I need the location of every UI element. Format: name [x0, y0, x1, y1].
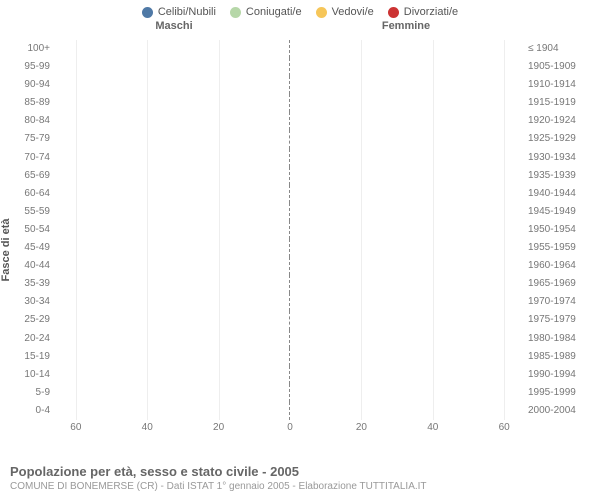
birth-label: 1920-1924 [528, 112, 596, 130]
pyramid-row [58, 366, 522, 384]
birth-label: 1955-1959 [528, 239, 596, 257]
x-axis: 60 40 20 0 20 40 60 [58, 422, 522, 436]
legend-item: Celibi/Nubili [142, 6, 216, 18]
birth-label: ≤ 1904 [528, 40, 596, 58]
legend-label: Celibi/Nubili [158, 6, 216, 18]
pyramid-row [58, 348, 522, 366]
pyramid-row [58, 311, 522, 329]
age-label: 55-59 [0, 203, 50, 221]
age-labels: 100+95-9990-9485-8980-8475-7970-7465-696… [0, 40, 54, 420]
pyramid-row [58, 58, 522, 76]
birth-label: 1965-1969 [528, 275, 596, 293]
x-tick: 60 [499, 422, 510, 433]
legend-swatch [142, 7, 153, 18]
legend-item: Coniugati/e [230, 6, 302, 18]
birth-label: 1990-1994 [528, 366, 596, 384]
age-label: 45-49 [0, 239, 50, 257]
footer-subtitle: COMUNE DI BONEMERSE (CR) - Dati ISTAT 1°… [10, 481, 590, 492]
age-label: 100+ [0, 40, 50, 58]
age-label: 60-64 [0, 185, 50, 203]
pyramid-row [58, 275, 522, 293]
age-label: 95-99 [0, 58, 50, 76]
birth-label: 1980-1984 [528, 330, 596, 348]
pyramid-row [58, 130, 522, 148]
pyramid-row [58, 149, 522, 167]
age-label: 5-9 [0, 384, 50, 402]
x-tick: 60 [70, 422, 81, 433]
legend-item: Divorziati/e [388, 6, 458, 18]
birth-label: 1935-1939 [528, 167, 596, 185]
birth-label: 1915-1919 [528, 94, 596, 112]
pyramid-row [58, 221, 522, 239]
x-tick: 20 [213, 422, 224, 433]
pyramid-row [58, 330, 522, 348]
male-header: Maschi [58, 20, 290, 32]
gender-headers: Maschi Femmine [0, 20, 600, 32]
legend-swatch [388, 7, 399, 18]
birth-label: 1950-1954 [528, 221, 596, 239]
footer: Popolazione per età, sesso e stato civil… [10, 464, 590, 492]
pyramid-row [58, 293, 522, 311]
age-label: 10-14 [0, 366, 50, 384]
pyramid-row [58, 112, 522, 130]
footer-title: Popolazione per età, sesso e stato civil… [10, 464, 590, 479]
age-label: 65-69 [0, 167, 50, 185]
pyramid-row [58, 167, 522, 185]
birth-label: 1995-1999 [528, 384, 596, 402]
age-label: 85-89 [0, 94, 50, 112]
age-label: 30-34 [0, 293, 50, 311]
pyramid-row [58, 402, 522, 420]
birth-label: 1945-1949 [528, 203, 596, 221]
female-header: Femmine [290, 20, 522, 32]
age-label: 90-94 [0, 76, 50, 94]
age-label: 20-24 [0, 330, 50, 348]
birth-label: 2000-2004 [528, 402, 596, 420]
pyramid-row [58, 94, 522, 112]
birth-year-labels: ≤ 19041905-19091910-19141915-19191920-19… [524, 40, 596, 420]
birth-label: 1960-1964 [528, 257, 596, 275]
birth-label: 1930-1934 [528, 149, 596, 167]
age-label: 50-54 [0, 221, 50, 239]
chart-body [58, 40, 522, 420]
legend-swatch [230, 7, 241, 18]
legend-label: Vedovi/e [332, 6, 374, 18]
legend-label: Divorziati/e [404, 6, 458, 18]
age-label: 40-44 [0, 257, 50, 275]
age-label: 25-29 [0, 311, 50, 329]
birth-label: 1970-1974 [528, 293, 596, 311]
x-tick: 40 [142, 422, 153, 433]
birth-label: 1905-1909 [528, 58, 596, 76]
birth-label: 1985-1989 [528, 348, 596, 366]
age-label: 80-84 [0, 112, 50, 130]
age-label: 35-39 [0, 275, 50, 293]
pyramid-row [58, 76, 522, 94]
age-label: 15-19 [0, 348, 50, 366]
pyramid-row [58, 384, 522, 402]
pyramid-row [58, 239, 522, 257]
age-label: 75-79 [0, 130, 50, 148]
age-label: 70-74 [0, 149, 50, 167]
x-tick: 40 [427, 422, 438, 433]
pyramid-row [58, 185, 522, 203]
pyramid-row [58, 40, 522, 58]
legend-item: Vedovi/e [316, 6, 374, 18]
legend: Celibi/Nubili Coniugati/e Vedovi/e Divorzia… [0, 0, 600, 20]
legend-swatch [316, 7, 327, 18]
birth-label: 1925-1929 [528, 130, 596, 148]
legend-label: Coniugati/e [246, 6, 302, 18]
population-pyramid-container: Celibi/Nubili Coniugati/e Vedovi/e Divorzia… [0, 0, 600, 500]
birth-label: 1910-1914 [528, 76, 596, 94]
birth-label: 1940-1944 [528, 185, 596, 203]
pyramid-row [58, 257, 522, 275]
pyramid-row [58, 203, 522, 221]
birth-label: 1975-1979 [528, 311, 596, 329]
x-tick: 0 [287, 422, 293, 433]
age-label: 0-4 [0, 402, 50, 420]
x-tick: 20 [356, 422, 367, 433]
